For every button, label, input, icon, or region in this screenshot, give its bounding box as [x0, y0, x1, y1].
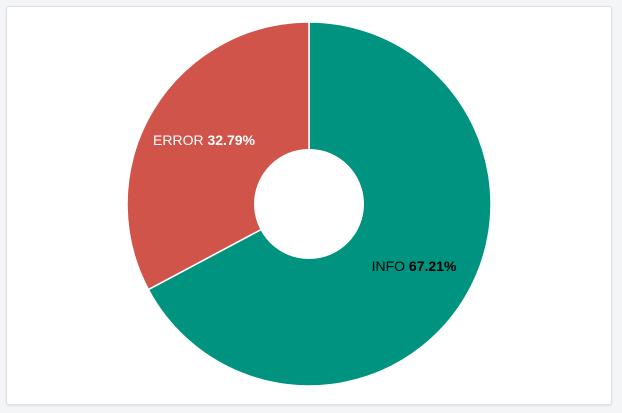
donut-hole [254, 149, 364, 259]
slice-label-name: ERROR [153, 132, 207, 148]
slice-label-percent: 67.21% [409, 258, 457, 274]
slice-label-info: INFO 67.21% [372, 258, 457, 274]
slice-label-name: INFO [372, 258, 409, 274]
slice-label-error: ERROR 32.79% [153, 132, 255, 148]
slice-label-percent: 32.79% [207, 132, 255, 148]
labels-group: INFO 67.21% ERROR 32.79% [153, 132, 457, 274]
